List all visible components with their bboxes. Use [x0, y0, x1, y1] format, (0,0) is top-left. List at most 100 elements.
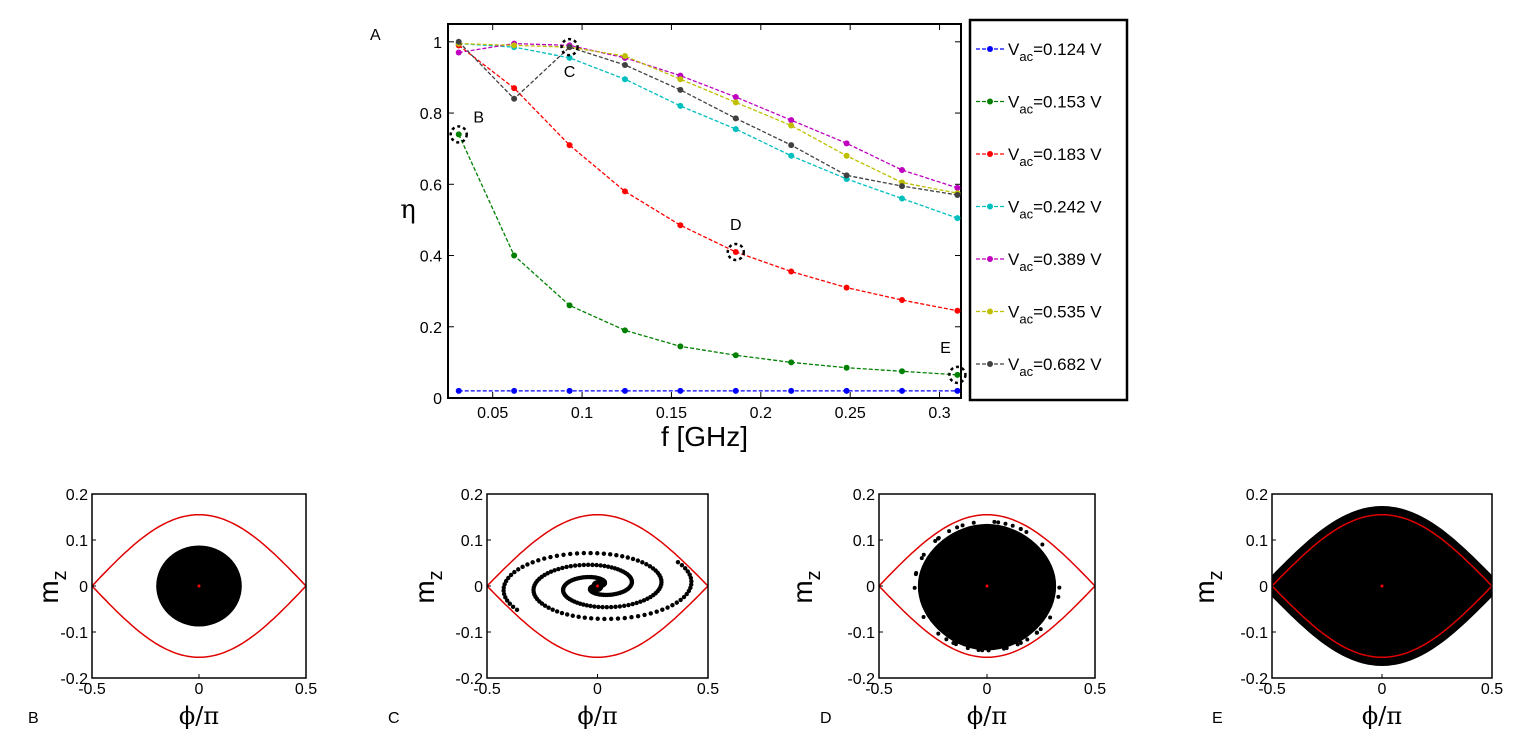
trajectory-point	[542, 603, 548, 608]
trajectory-point	[976, 647, 981, 652]
legend-label-value: =0.389 V	[1033, 250, 1102, 269]
trajectory-point	[595, 551, 600, 556]
panel-label: B	[28, 710, 39, 727]
y-axis-label-main: m	[33, 580, 64, 603]
legend-label: Vac=0.535 V	[1008, 303, 1102, 327]
legend-label: Vac=0.153 V	[1008, 93, 1102, 117]
data-point	[511, 387, 518, 394]
x-tick-label: 0	[195, 681, 204, 698]
trajectory-point	[914, 570, 919, 575]
trajectory-point	[581, 562, 587, 568]
trajectory-point	[546, 605, 551, 610]
trajectory-point	[581, 602, 586, 607]
data-point	[899, 368, 906, 375]
x-tick-label: -0.5	[865, 681, 893, 698]
trajectory-point	[556, 566, 561, 572]
trajectory-point	[670, 602, 675, 608]
trajectory-point	[1015, 642, 1020, 647]
trajectory-point	[506, 575, 511, 581]
trajectory-point	[548, 569, 554, 574]
legend-label-v: V	[1008, 93, 1020, 112]
data-point	[511, 85, 518, 92]
x-tick-label: 0.5	[1084, 681, 1106, 698]
trajectory-point	[582, 615, 587, 620]
trajectory-point	[689, 579, 694, 584]
trajectory-point	[560, 565, 565, 571]
separatrix-lower	[879, 585, 1095, 659]
trajectory-point	[584, 603, 590, 608]
trajectory-point	[1018, 527, 1023, 532]
legend-label: Vac=0.389 V	[1008, 250, 1102, 274]
trajectory-point	[635, 613, 641, 619]
trajectory-point	[647, 564, 653, 569]
trajectory-point	[565, 612, 570, 617]
trajectory-point	[955, 525, 960, 530]
trajectory-point	[634, 600, 639, 606]
separatrix-lower	[1272, 585, 1492, 659]
x-tick-label: 0.5	[697, 681, 719, 698]
separatrix-upper	[487, 513, 708, 587]
data-point	[954, 191, 961, 198]
legend-label-sub: ac	[1019, 207, 1033, 222]
trajectory-point	[689, 582, 694, 587]
x-tick-label: 0.1	[571, 405, 593, 422]
trajectory-point	[510, 604, 516, 610]
series-line	[458, 41, 958, 196]
trajectory-point	[1056, 594, 1061, 599]
trajectory-point	[921, 552, 926, 557]
trajectory-point	[552, 568, 557, 573]
legend-swatch-dot	[987, 203, 993, 210]
legend-label-sub: ac	[1019, 102, 1033, 117]
legend-item: Vac=0.153 V	[976, 93, 1102, 117]
x-tick-label: -0.5	[1258, 681, 1286, 698]
trajectory-point	[642, 612, 647, 618]
trajectory-point	[539, 601, 545, 606]
phase-plot	[1272, 506, 1492, 666]
data-point	[788, 359, 795, 366]
data-point	[788, 268, 795, 275]
trajectory-point	[600, 604, 605, 610]
trajectory-point	[1034, 630, 1039, 635]
y-axis-label-main: m	[1189, 580, 1220, 603]
y-tick-label: 1	[433, 35, 442, 52]
y-tick-label: 0	[433, 391, 442, 408]
data-point	[621, 76, 628, 83]
data-point	[954, 215, 961, 222]
trajectory-point	[588, 550, 593, 556]
trajectory-point	[687, 572, 692, 577]
data-point	[843, 152, 850, 159]
trajectory-point	[542, 556, 547, 561]
x-tick-label: -0.5	[78, 681, 106, 698]
trajectory-point	[684, 591, 689, 597]
annotation-marker	[726, 242, 746, 262]
fixed-point	[596, 584, 599, 588]
data-point	[511, 95, 518, 102]
y-axis-label: mz	[1189, 570, 1227, 603]
trajectory-point	[520, 564, 525, 570]
legend-label-value: =0.535 V	[1033, 303, 1102, 322]
separatrix-upper	[1272, 513, 1492, 587]
trajectory-point	[601, 551, 607, 556]
trajectory-point	[602, 616, 607, 622]
separatrix-upper	[879, 513, 1095, 587]
data-point	[566, 142, 573, 149]
separatrix-upper	[92, 513, 306, 587]
legend-label: Vac=0.124 V	[1008, 40, 1102, 64]
legend-label: Vac=0.183 V	[1008, 145, 1102, 169]
trajectory-point	[516, 567, 521, 572]
series-line	[458, 42, 958, 219]
series-line	[458, 134, 958, 376]
annotation-label: B	[473, 109, 484, 126]
annotation-label: D	[730, 217, 742, 234]
trajectory-point	[1018, 640, 1023, 645]
trajectory-point	[576, 614, 581, 620]
data-point	[843, 284, 850, 291]
panel-label: D	[820, 710, 832, 727]
y-tick-label: 0	[1259, 579, 1268, 596]
data-point	[899, 195, 906, 202]
trajectory-point	[635, 558, 641, 563]
panel-label: E	[1212, 710, 1223, 727]
panel-a-axes-frame	[447, 23, 962, 399]
phase-plot	[487, 513, 708, 659]
data-point	[621, 61, 628, 68]
